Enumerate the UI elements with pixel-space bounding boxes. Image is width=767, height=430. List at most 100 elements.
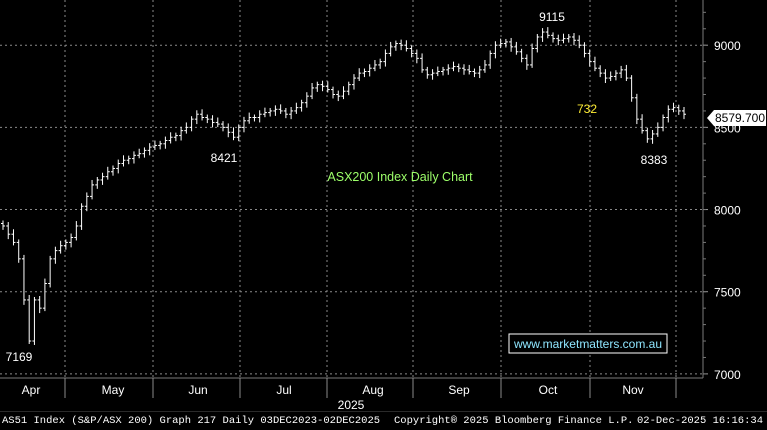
ohlc-bar	[48, 255, 53, 288]
footer-timestamp: 02-Dec-2025 16:16:34	[636, 415, 763, 427]
ohlc-bar	[545, 27, 550, 39]
ohlc-bar	[226, 123, 231, 138]
ohlc-bar	[100, 172, 105, 185]
ohlc-bar	[530, 43, 535, 68]
ohlc-bar	[661, 114, 666, 132]
ohlc-bar	[587, 49, 592, 67]
ohlc-bar	[582, 42, 587, 58]
ohlc-bar	[32, 296, 37, 345]
ohlc-bar	[592, 56, 597, 72]
gridlines	[0, 0, 703, 378]
ohlc-bar	[289, 106, 294, 120]
watermark-text: www.marketmatters.com.au	[513, 337, 662, 351]
x-tick-label: May	[102, 383, 125, 397]
ohlc-bar	[189, 116, 194, 132]
ohlc-bar	[362, 68, 367, 78]
ohlc-bar	[336, 90, 341, 102]
ohlc-bar	[619, 65, 624, 79]
ohlc-bar	[325, 81, 330, 93]
ohlc-bar	[456, 63, 461, 73]
ohlc-bar	[493, 41, 498, 59]
ohlc-bar	[634, 93, 639, 125]
ohlc-bar	[273, 105, 278, 116]
y-tick-label: 9000	[714, 39, 741, 53]
ohlc-bar	[1, 220, 5, 230]
ohlc-bar	[74, 221, 79, 241]
ohlc-bar	[577, 35, 582, 49]
ohlc-bar	[425, 66, 430, 79]
ohlc-bar	[388, 41, 393, 57]
ohlc-bar	[95, 177, 100, 189]
ohlc-bar	[200, 109, 205, 121]
ohlc-bar	[90, 179, 95, 200]
ohlc-bar	[241, 116, 246, 133]
ohlc-bar	[58, 240, 63, 254]
ohlc-bar	[514, 41, 519, 55]
ohlc-bar	[42, 278, 47, 312]
ohlc-bar	[137, 148, 142, 159]
ohlc-bar	[294, 102, 299, 114]
ohlc-bar	[184, 122, 189, 134]
ohlc-bar	[535, 34, 540, 53]
ohlc-bar	[257, 110, 262, 123]
ohlc-bar	[304, 92, 309, 108]
ohlc-bar	[252, 114, 257, 122]
ohlc-bar	[430, 69, 435, 80]
ohlc-bar	[147, 143, 152, 156]
watermark-box[interactable]: www.marketmatters.com.au	[508, 333, 668, 354]
ohlc-bar	[168, 132, 173, 144]
ohlc-bar	[142, 147, 147, 158]
ohlc-bar	[53, 246, 58, 264]
x-tick-label: Sep	[448, 383, 470, 397]
ohlc-bar	[566, 34, 571, 43]
ohlc-bar	[210, 115, 215, 128]
footer-security-info: AS51 Index (S&P/ASX 200) Graph 217 Daily…	[2, 415, 381, 427]
ohlc-bar	[179, 126, 184, 141]
ohlc-bar	[221, 121, 226, 132]
ohlc-bar	[152, 140, 157, 151]
ohlc-bar	[194, 110, 199, 125]
ohlc-bar	[598, 65, 603, 78]
ohlc-bar	[571, 33, 576, 46]
ohlc-bar	[236, 124, 241, 142]
chart-annotation: ASX200 Index Daily Chart	[327, 170, 473, 184]
ohlc-bar	[21, 254, 26, 305]
ohlc-bar	[498, 38, 503, 49]
ohlc-bar	[682, 106, 686, 120]
ohlc-series	[1, 27, 686, 345]
ohlc-bar	[278, 104, 283, 114]
ohlc-bar	[503, 38, 508, 48]
ohlc-bar	[341, 86, 346, 100]
ohlc-bar	[11, 229, 16, 246]
ohlc-bar	[378, 58, 383, 69]
ohlc-bar	[414, 49, 419, 64]
x-tick-label: Oct	[539, 383, 558, 397]
ohlc-bar	[655, 122, 660, 137]
ohlc-bar	[372, 59, 377, 72]
x-tick-label: Jun	[188, 383, 207, 397]
ohlc-bar	[27, 295, 32, 344]
ohlc-bar	[111, 165, 116, 176]
ohlc-bar	[404, 40, 409, 52]
ohlc-bar	[116, 159, 121, 174]
ohlc-bar	[6, 222, 11, 240]
ohlc-bar	[126, 155, 131, 165]
ohlc-bar	[540, 28, 545, 42]
ohlc-bar	[461, 64, 466, 75]
ohlc-bar	[640, 114, 645, 134]
y-tick-label: 8000	[714, 204, 741, 218]
ohlc-bar	[283, 107, 288, 119]
ohlc-bar	[519, 48, 524, 63]
callout-7169: 7169	[6, 350, 33, 364]
ohlc-bar	[163, 136, 168, 149]
ohlc-bar	[231, 127, 236, 141]
x-tick-label: Apr	[22, 383, 41, 397]
ohlc-bar	[247, 112, 252, 124]
ohlc-bar	[158, 140, 163, 150]
ohlc-bar	[472, 68, 477, 78]
y-tick-label: 7000	[714, 368, 741, 382]
ohlc-bar	[63, 239, 68, 250]
ohlc-bar	[420, 53, 425, 73]
ohlc-bar	[446, 64, 451, 75]
